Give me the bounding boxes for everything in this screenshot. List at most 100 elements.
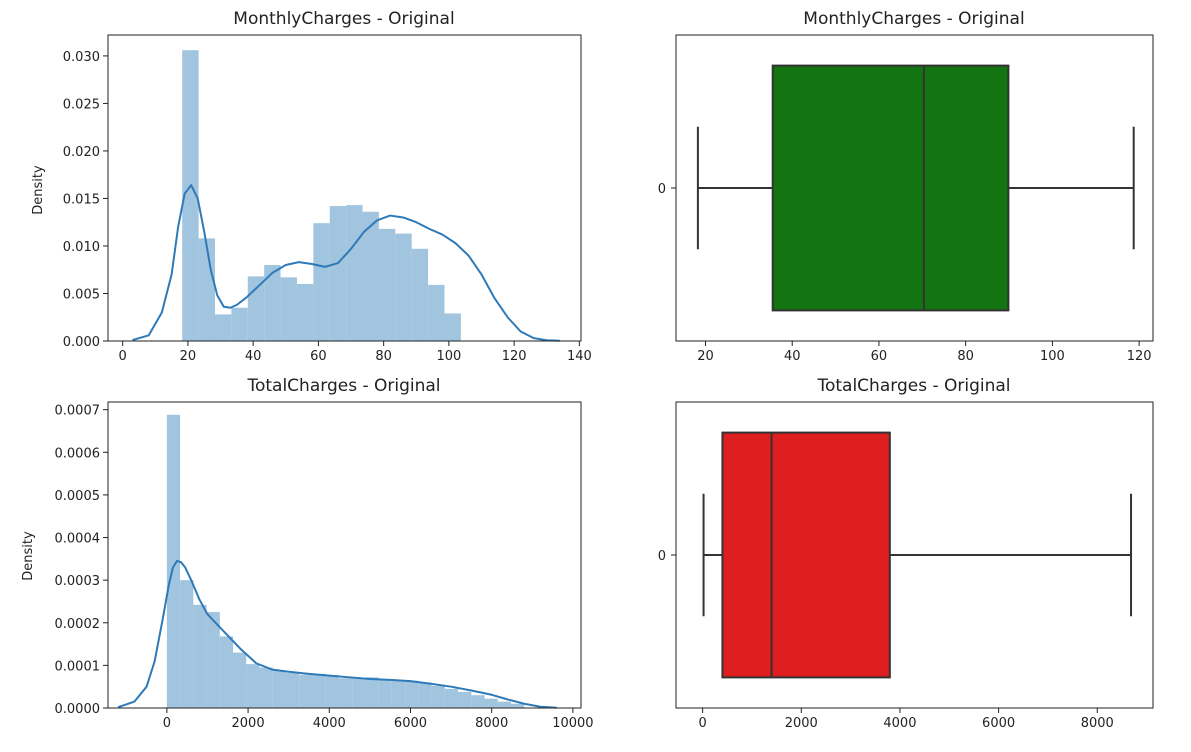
iqr-box (721, 431, 891, 679)
y-tick-label: 0.0004 (55, 532, 101, 547)
y-tick-label: 0 (658, 182, 666, 197)
histogram-bar (391, 680, 406, 708)
x-tick-label: 8000 (1081, 716, 1114, 731)
chart-title: MonthlyCharges - Original (803, 9, 1024, 29)
histogram-bar (325, 675, 339, 708)
y-tick-label: 0.025 (63, 97, 100, 112)
histogram-bar (365, 677, 379, 708)
histogram-bar (246, 664, 260, 708)
x-tick-label: 100 (436, 349, 461, 364)
histogram-bar (219, 636, 234, 708)
monthly-charges-histogram-panel: MonthlyCharges - Original Density 0 20 40 6… (31, 9, 592, 364)
histogram-bar (299, 674, 313, 708)
histogram-bar (346, 205, 363, 341)
x-tick-label: 4000 (883, 716, 916, 731)
histogram-bar (418, 682, 432, 708)
histogram-bar (352, 678, 366, 708)
x-tick-label: 40 (784, 349, 801, 364)
chart-title: MonthlyCharges - Original (233, 9, 454, 29)
x-tick-label: 2000 (785, 716, 818, 731)
x-tick-label: 6000 (982, 716, 1015, 731)
x-tick-label: 60 (310, 349, 327, 364)
histogram-bar (312, 673, 326, 708)
histogram-bar (378, 679, 392, 708)
chart-title: TotalCharges - Original (816, 376, 1010, 396)
histogram-bar (280, 277, 297, 341)
y-tick-label: 0.0006 (55, 446, 101, 461)
x-tick-label: 20 (180, 349, 197, 364)
y-tick-label: 0.020 (63, 145, 100, 160)
total-charges-histogram-panel: TotalCharges - Original Density 0 2000 400… (21, 376, 594, 731)
histogram-bar (378, 228, 396, 341)
x-tick-label: 2000 (232, 716, 265, 731)
histogram-bar (484, 698, 498, 708)
histogram-bar (362, 211, 379, 341)
x-tick-label: 8000 (475, 716, 508, 731)
y-tick-label: 0.000 (63, 335, 100, 350)
x-tick-label: 120 (502, 349, 527, 364)
histogram-bar (471, 695, 485, 708)
y-tick-label: 0.0002 (55, 617, 101, 632)
histogram-bar (285, 673, 300, 708)
x-tick-label: 20 (697, 349, 714, 364)
x-tick-label: 80 (375, 349, 392, 364)
y-tick-label: 0.0007 (55, 404, 101, 419)
histogram-bar (313, 223, 330, 341)
total-charges-boxplot-panel: TotalCharges - Original 0 2000 4000 6000 800… (658, 376, 1154, 731)
kde-line (132, 184, 560, 342)
histogram-bar (180, 580, 194, 708)
histogram-bar (395, 233, 412, 341)
histogram-bar (214, 314, 232, 341)
histogram-bar (329, 206, 347, 341)
x-tick-label: 0 (163, 716, 171, 731)
y-tick-label: 0 (658, 549, 666, 564)
x-tick-label: 0 (119, 349, 127, 364)
histogram-bar (247, 276, 265, 341)
histogram-bar (431, 685, 445, 708)
y-tick-label: 0.0003 (55, 574, 101, 589)
y-tick-label: 0.0005 (55, 489, 101, 504)
x-tick-label: 80 (957, 349, 974, 364)
histogram-bar (166, 414, 181, 708)
y-axis-label: Density (21, 531, 36, 581)
histogram-bar (444, 313, 461, 341)
monthly-charges-boxplot-panel: MonthlyCharges - Original 20 40 60 80 100 120… (658, 9, 1154, 364)
histogram-bar (259, 667, 273, 708)
histogram-bar (405, 680, 419, 708)
y-tick-label: 0.0000 (55, 702, 101, 717)
histogram-bar (193, 604, 207, 708)
histogram-bar (231, 307, 248, 341)
histogram-bar (272, 670, 286, 708)
y-tick-label: 0.0001 (55, 659, 101, 674)
histogram-bar (511, 703, 525, 708)
x-tick-label: 60 (871, 349, 888, 364)
histogram-bar (233, 652, 247, 708)
iqr-box (771, 64, 1010, 312)
histogram-bar (182, 50, 199, 342)
plot-frame (107, 34, 582, 342)
histogram-bar (296, 283, 314, 341)
y-axis-label: Density (31, 165, 46, 215)
y-tick-label: 0.015 (63, 192, 100, 207)
histogram-bar (411, 248, 429, 341)
histogram-bar (497, 701, 512, 708)
x-tick-label: 40 (245, 349, 262, 364)
x-tick-label: 6000 (394, 716, 427, 731)
chart-title: TotalCharges - Original (246, 376, 440, 396)
histogram-bar (428, 284, 445, 341)
plot-frame (107, 401, 582, 709)
x-tick-label: 100 (1040, 349, 1065, 364)
x-tick-label: 120 (1127, 349, 1152, 364)
kde-line (117, 559, 557, 709)
y-tick-label: 0.010 (63, 240, 100, 255)
x-tick-label: 10000 (552, 716, 593, 731)
x-tick-label: 0 (698, 716, 706, 731)
histogram-bar (444, 688, 459, 708)
histogram-bar (458, 691, 472, 708)
x-tick-label: 4000 (313, 716, 346, 731)
histogram-bar (198, 238, 215, 341)
histogram-bar (338, 678, 353, 708)
histogram-bar (206, 612, 220, 708)
x-tick-label: 140 (567, 349, 592, 364)
